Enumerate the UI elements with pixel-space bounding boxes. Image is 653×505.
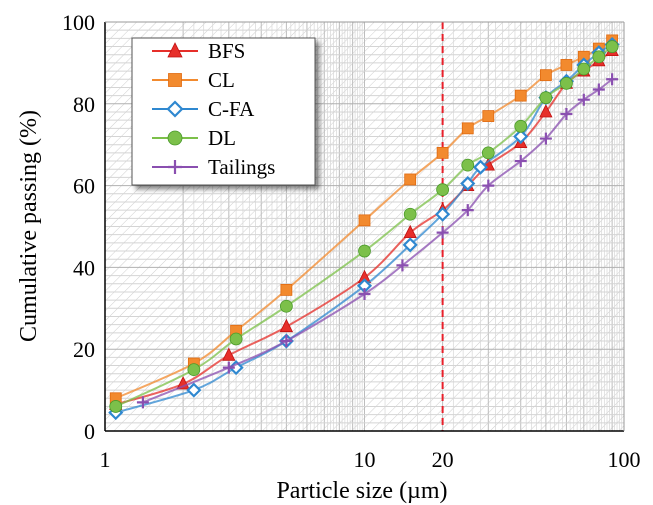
data-point [358,287,371,300]
data-point [560,108,573,121]
y-tick-label: 80 [73,92,95,117]
data-point [358,214,371,227]
data-point [167,42,183,58]
data-point [167,130,183,146]
data-point [109,400,123,413]
data-point [481,146,495,160]
data-point [136,396,149,409]
x-tick-label: 10 [354,447,376,472]
legend: BFS CL C-FA DL Tailings [131,37,316,186]
data-point [539,91,553,105]
series-group [108,34,620,421]
data-point [404,173,417,186]
y-tick-label: 100 [62,10,95,35]
data-point [280,335,293,348]
data-point [222,347,236,361]
data-point [280,283,293,296]
x-tick-label: 1 [100,447,111,472]
x-tick-label: 100 [608,447,641,472]
data-point [358,244,371,258]
y-axis-title: Cumulative passing (%) [16,110,42,342]
data-point [514,119,528,133]
data-point [461,158,475,172]
data-point [436,226,449,239]
data-point [168,160,182,174]
data-point [461,204,474,217]
data-point [222,361,235,374]
legend-label: C-FA [208,97,255,121]
data-point [436,146,449,159]
legend-label: CL [208,68,235,92]
data-point [472,159,489,175]
data-point [279,318,294,333]
data-point [592,50,606,64]
y-tick-label: 60 [73,174,95,199]
legend-label: BFS [208,39,245,63]
data-point [461,122,474,135]
data-point [186,382,202,398]
data-point [482,179,495,192]
series-cl [109,34,619,405]
tick-labels: 0 20 40 60 80 100 1 10 20 100 [62,10,641,472]
data-point [436,183,450,197]
y-tick-label: 40 [73,255,95,280]
x-tick-label: 20 [432,447,454,472]
data-point [482,110,495,122]
data-point [539,132,552,145]
legend-label: Tailings [208,155,275,179]
data-point [460,175,476,192]
series-tailings [136,73,619,409]
data-point [279,299,293,313]
data-point [606,73,619,86]
legend-label: DL [208,126,236,150]
data-point [539,69,552,82]
axes [104,21,625,432]
data-point [166,100,184,118]
series-dl [109,40,619,413]
data-point [435,206,451,222]
data-point [229,332,243,346]
data-point [396,259,409,272]
data-point [513,128,529,145]
data-point [402,237,418,253]
y-tick-label: 0 [84,419,95,444]
legend-box [131,37,316,186]
data-point [560,76,573,90]
x-axis-title: Particle size (µm) [276,478,447,504]
y-tick-label: 20 [73,337,95,362]
data-point [560,59,573,71]
data-point [605,40,619,53]
data-point [592,83,605,96]
data-point [187,363,201,377]
data-point [577,62,591,76]
data-point [514,89,527,102]
data-point [577,93,590,106]
data-point [539,104,553,118]
data-point [168,73,182,87]
data-point [514,155,527,168]
data-point [403,207,417,221]
